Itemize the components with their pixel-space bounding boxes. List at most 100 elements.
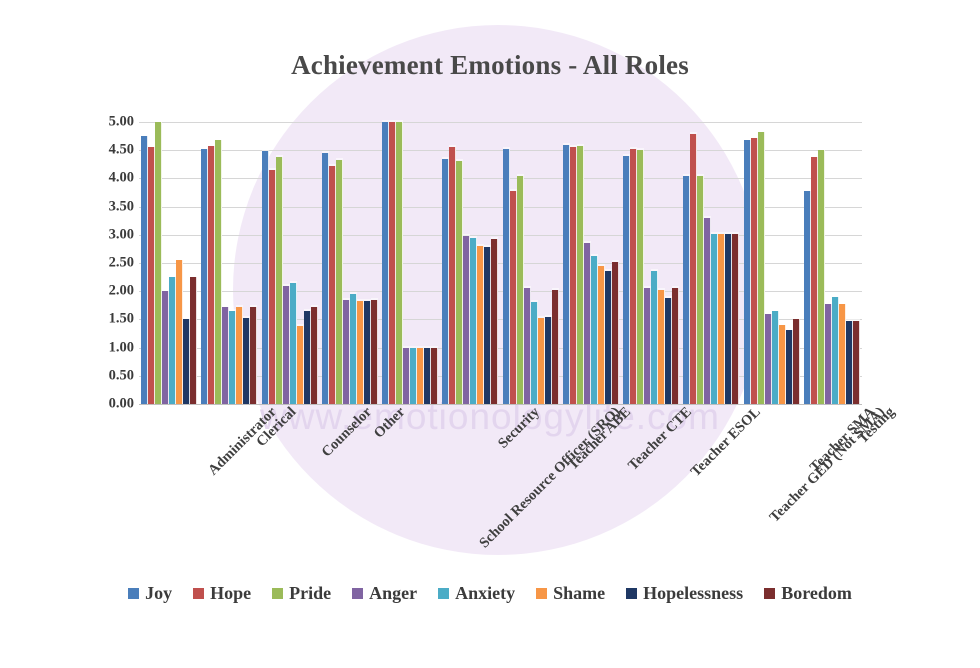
bar[interactable] — [583, 241, 591, 404]
bar[interactable] — [665, 295, 673, 404]
bar[interactable] — [623, 153, 631, 404]
bar[interactable] — [683, 173, 691, 404]
bar[interactable] — [644, 286, 652, 404]
bar[interactable] — [697, 173, 705, 404]
bar[interactable] — [289, 280, 297, 404]
bar[interactable] — [424, 345, 432, 404]
bar[interactable] — [516, 173, 524, 404]
legend-item[interactable]: Joy — [128, 583, 172, 604]
bar[interactable] — [718, 231, 726, 404]
bar[interactable] — [530, 300, 538, 404]
bar[interactable] — [282, 283, 290, 404]
bar[interactable] — [310, 305, 318, 404]
bar[interactable] — [183, 317, 191, 404]
bar[interactable] — [417, 345, 425, 404]
bar[interactable] — [477, 244, 485, 404]
bar[interactable] — [672, 286, 680, 404]
bar[interactable] — [449, 145, 457, 404]
bar[interactable] — [349, 292, 357, 404]
bar[interactable] — [382, 120, 390, 404]
bar[interactable] — [562, 142, 570, 404]
bar[interactable] — [551, 288, 559, 404]
bar[interactable] — [321, 151, 329, 404]
legend-item[interactable]: Pride — [272, 583, 331, 604]
bar[interactable] — [544, 314, 552, 404]
bar[interactable] — [537, 316, 545, 404]
bar[interactable] — [658, 288, 666, 404]
bar[interactable] — [296, 324, 304, 404]
bar[interactable] — [509, 188, 517, 404]
bar[interactable] — [764, 311, 772, 404]
bar[interactable] — [637, 148, 645, 404]
bar[interactable] — [190, 275, 198, 404]
bar[interactable] — [169, 275, 177, 404]
bar[interactable] — [268, 167, 276, 404]
bar[interactable] — [569, 145, 577, 404]
bar[interactable] — [590, 254, 598, 404]
legend-item[interactable]: Shame — [536, 583, 605, 604]
bar[interactable] — [576, 143, 584, 404]
bar[interactable] — [261, 149, 269, 404]
bar[interactable] — [757, 130, 765, 404]
legend-item[interactable]: Hope — [193, 583, 251, 604]
bar[interactable] — [456, 159, 464, 404]
bar[interactable] — [243, 316, 251, 404]
bar[interactable] — [208, 143, 216, 404]
bar[interactable] — [845, 318, 853, 404]
bar[interactable] — [463, 233, 471, 404]
bar[interactable] — [785, 327, 793, 404]
bar[interactable] — [356, 299, 364, 404]
legend-item[interactable]: Anxiety — [438, 583, 515, 604]
bar[interactable] — [176, 258, 184, 404]
bar[interactable] — [389, 120, 397, 404]
bar[interactable] — [810, 154, 818, 404]
bar[interactable] — [725, 231, 733, 404]
bar[interactable] — [831, 294, 839, 404]
bar[interactable] — [470, 235, 478, 404]
legend-item[interactable]: Boredom — [764, 583, 852, 604]
bar[interactable] — [611, 259, 619, 404]
bar[interactable] — [711, 231, 719, 404]
bar[interactable] — [651, 269, 659, 404]
bar[interactable] — [363, 299, 371, 404]
bar[interactable] — [396, 120, 404, 404]
bar[interactable] — [141, 134, 149, 404]
bar[interactable] — [410, 345, 418, 404]
bar[interactable] — [236, 305, 244, 404]
legend-item[interactable]: Anger — [352, 583, 417, 604]
bar[interactable] — [215, 138, 223, 404]
bar[interactable] — [502, 147, 510, 404]
bar[interactable] — [342, 297, 350, 404]
bar[interactable] — [335, 158, 343, 404]
bar[interactable] — [523, 286, 531, 404]
bar[interactable] — [803, 188, 811, 404]
bar[interactable] — [778, 323, 786, 404]
bar[interactable] — [155, 120, 163, 404]
bar[interactable] — [491, 237, 499, 404]
bar[interactable] — [792, 317, 800, 404]
bar[interactable] — [201, 147, 209, 404]
bar[interactable] — [704, 215, 712, 404]
bar[interactable] — [370, 297, 378, 404]
bar[interactable] — [431, 345, 439, 404]
bar[interactable] — [838, 301, 846, 404]
bar[interactable] — [229, 308, 237, 404]
bar[interactable] — [690, 132, 698, 404]
bar[interactable] — [303, 308, 311, 404]
bar[interactable] — [597, 263, 605, 404]
bar[interactable] — [250, 305, 258, 404]
bar[interactable] — [771, 308, 779, 404]
bar[interactable] — [743, 138, 751, 404]
bar[interactable] — [824, 301, 832, 404]
bar[interactable] — [817, 148, 825, 404]
bar[interactable] — [222, 305, 230, 404]
bar[interactable] — [328, 164, 336, 404]
bar[interactable] — [403, 345, 411, 404]
bar[interactable] — [275, 154, 283, 404]
bar[interactable] — [604, 269, 612, 404]
bar[interactable] — [852, 318, 860, 404]
bar[interactable] — [442, 156, 450, 404]
bar[interactable] — [732, 231, 740, 404]
bar[interactable] — [484, 245, 492, 404]
bar[interactable] — [148, 145, 156, 404]
